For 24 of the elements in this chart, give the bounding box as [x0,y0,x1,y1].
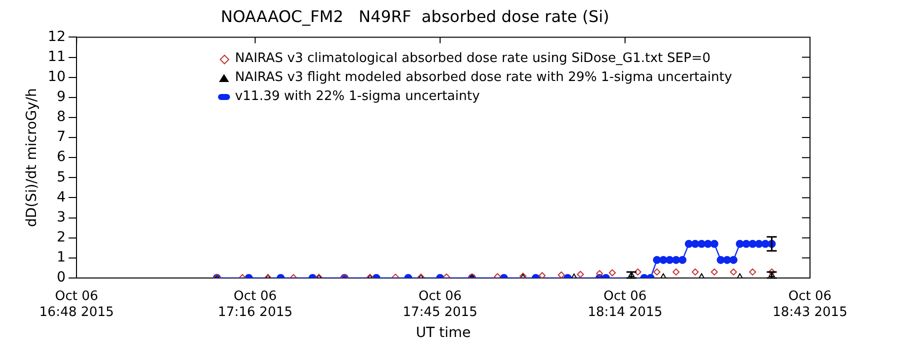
y-tick-label: 0 [56,270,66,286]
x-tick-label: Oct 06 18:43 2015 [772,289,848,320]
y-tick-label: 11 [48,48,66,65]
legend-label: v11.39 with 22% 1-sigma uncertainty [234,88,480,106]
y-tick-label: 12 [48,28,66,45]
x-tick-label: Oct 06 17:16 2015 [218,289,293,320]
y-tick-label: 6 [56,149,66,166]
x-tick-label: Oct 06 18:14 2015 [588,289,662,320]
x-tick-label: Oct 06 16:48 2015 [39,289,114,320]
x-axis-title: UT time [416,325,471,342]
chart-title: NOAAAOC_FM2 N49RF absorbed dose rate (Si) [220,6,610,26]
y-tick-label: 5 [56,169,66,186]
y-tick-label: 7 [56,129,66,146]
y-axis-title: dD(Si)/dt microGy/h [24,88,40,228]
legend-label: NAIRAS v3 climatological absorbed dose rate using SiDose_G1.txt SEP=0 [234,50,711,68]
y-tick-label: 1 [56,250,66,266]
y-tick-label: 3 [56,209,66,226]
y-tick-label: 2 [56,230,66,246]
y-tick-label: 4 [56,189,66,206]
x-tick-label: Oct 06 17:45 2015 [402,289,478,320]
y-tick-label: 8 [56,109,66,126]
legend-label: NAIRAS v3 flight modeled absorbed dose rate with 29% 1-sigma uncertainty [234,69,732,88]
y-tick-label: 9 [56,89,66,106]
y-tick-label: 10 [48,68,66,85]
